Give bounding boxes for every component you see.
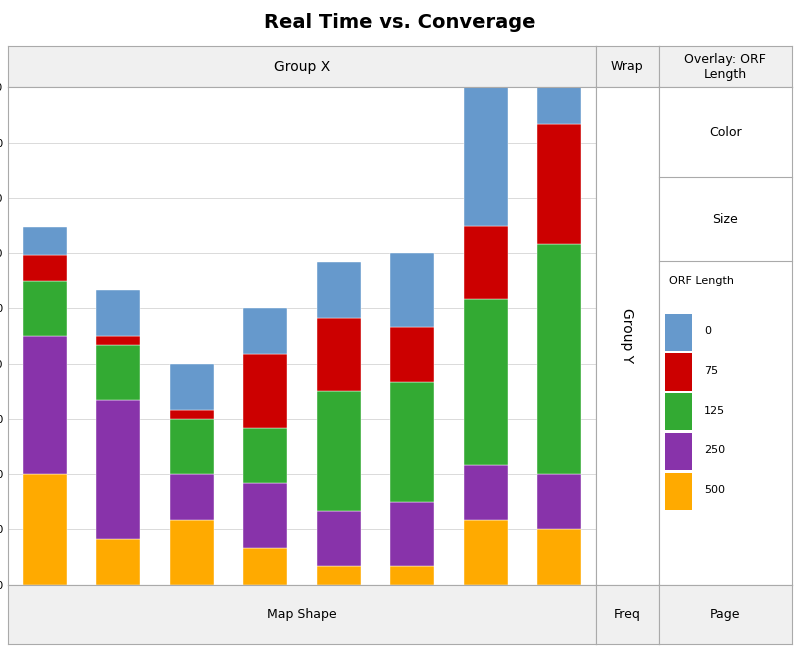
Bar	[96, 336, 140, 345]
Bar	[22, 255, 67, 281]
Bar	[464, 23, 508, 226]
Bar	[170, 474, 214, 520]
Bar	[317, 566, 361, 585]
Bar	[464, 299, 508, 465]
Bar	[317, 391, 361, 511]
Bar	[317, 262, 361, 318]
Bar	[243, 309, 287, 354]
Bar	[390, 253, 434, 327]
Bar	[170, 364, 214, 409]
FancyBboxPatch shape	[666, 314, 692, 351]
FancyBboxPatch shape	[666, 473, 692, 510]
Bar	[243, 547, 287, 585]
Bar	[538, 124, 582, 244]
Bar	[170, 409, 214, 419]
Bar	[538, 474, 582, 529]
Bar	[170, 520, 214, 585]
Text: Overlay: ORF
Length: Overlay: ORF Length	[685, 53, 766, 81]
Text: Real Time vs. Converage: Real Time vs. Converage	[264, 13, 536, 33]
Text: 125: 125	[704, 406, 725, 415]
Bar	[464, 465, 508, 520]
Bar	[390, 566, 434, 585]
Bar	[22, 474, 67, 585]
Text: Color: Color	[709, 126, 742, 139]
FancyBboxPatch shape	[666, 433, 692, 470]
Text: Page: Page	[710, 608, 741, 621]
Bar	[390, 382, 434, 502]
Text: 75: 75	[704, 366, 718, 376]
Text: Group Y: Group Y	[620, 309, 634, 364]
Text: Group X: Group X	[274, 59, 330, 74]
Bar	[243, 428, 287, 483]
Bar	[538, 0, 582, 124]
Bar	[464, 226, 508, 299]
FancyBboxPatch shape	[666, 353, 692, 391]
FancyBboxPatch shape	[666, 393, 692, 430]
Text: 500: 500	[704, 485, 725, 495]
Text: Map Shape: Map Shape	[267, 608, 337, 621]
Text: Wrap: Wrap	[611, 60, 644, 73]
Bar	[170, 419, 214, 474]
Bar	[390, 502, 434, 566]
Bar	[22, 281, 67, 336]
Bar	[390, 327, 434, 382]
Bar	[243, 483, 287, 547]
Text: 250: 250	[704, 445, 725, 456]
Bar	[317, 511, 361, 566]
Bar	[96, 345, 140, 400]
Bar	[317, 318, 361, 391]
Text: Size: Size	[713, 213, 738, 226]
Text: Freq: Freq	[614, 608, 641, 621]
Text: 0: 0	[704, 326, 711, 336]
Bar	[22, 336, 67, 474]
Bar	[96, 538, 140, 585]
Text: ORF Length: ORF Length	[670, 277, 734, 286]
Bar	[22, 227, 67, 255]
Bar	[538, 529, 582, 585]
Bar	[464, 520, 508, 585]
Bar	[538, 244, 582, 474]
Bar	[243, 354, 287, 428]
Bar	[96, 400, 140, 538]
Bar	[96, 290, 140, 336]
